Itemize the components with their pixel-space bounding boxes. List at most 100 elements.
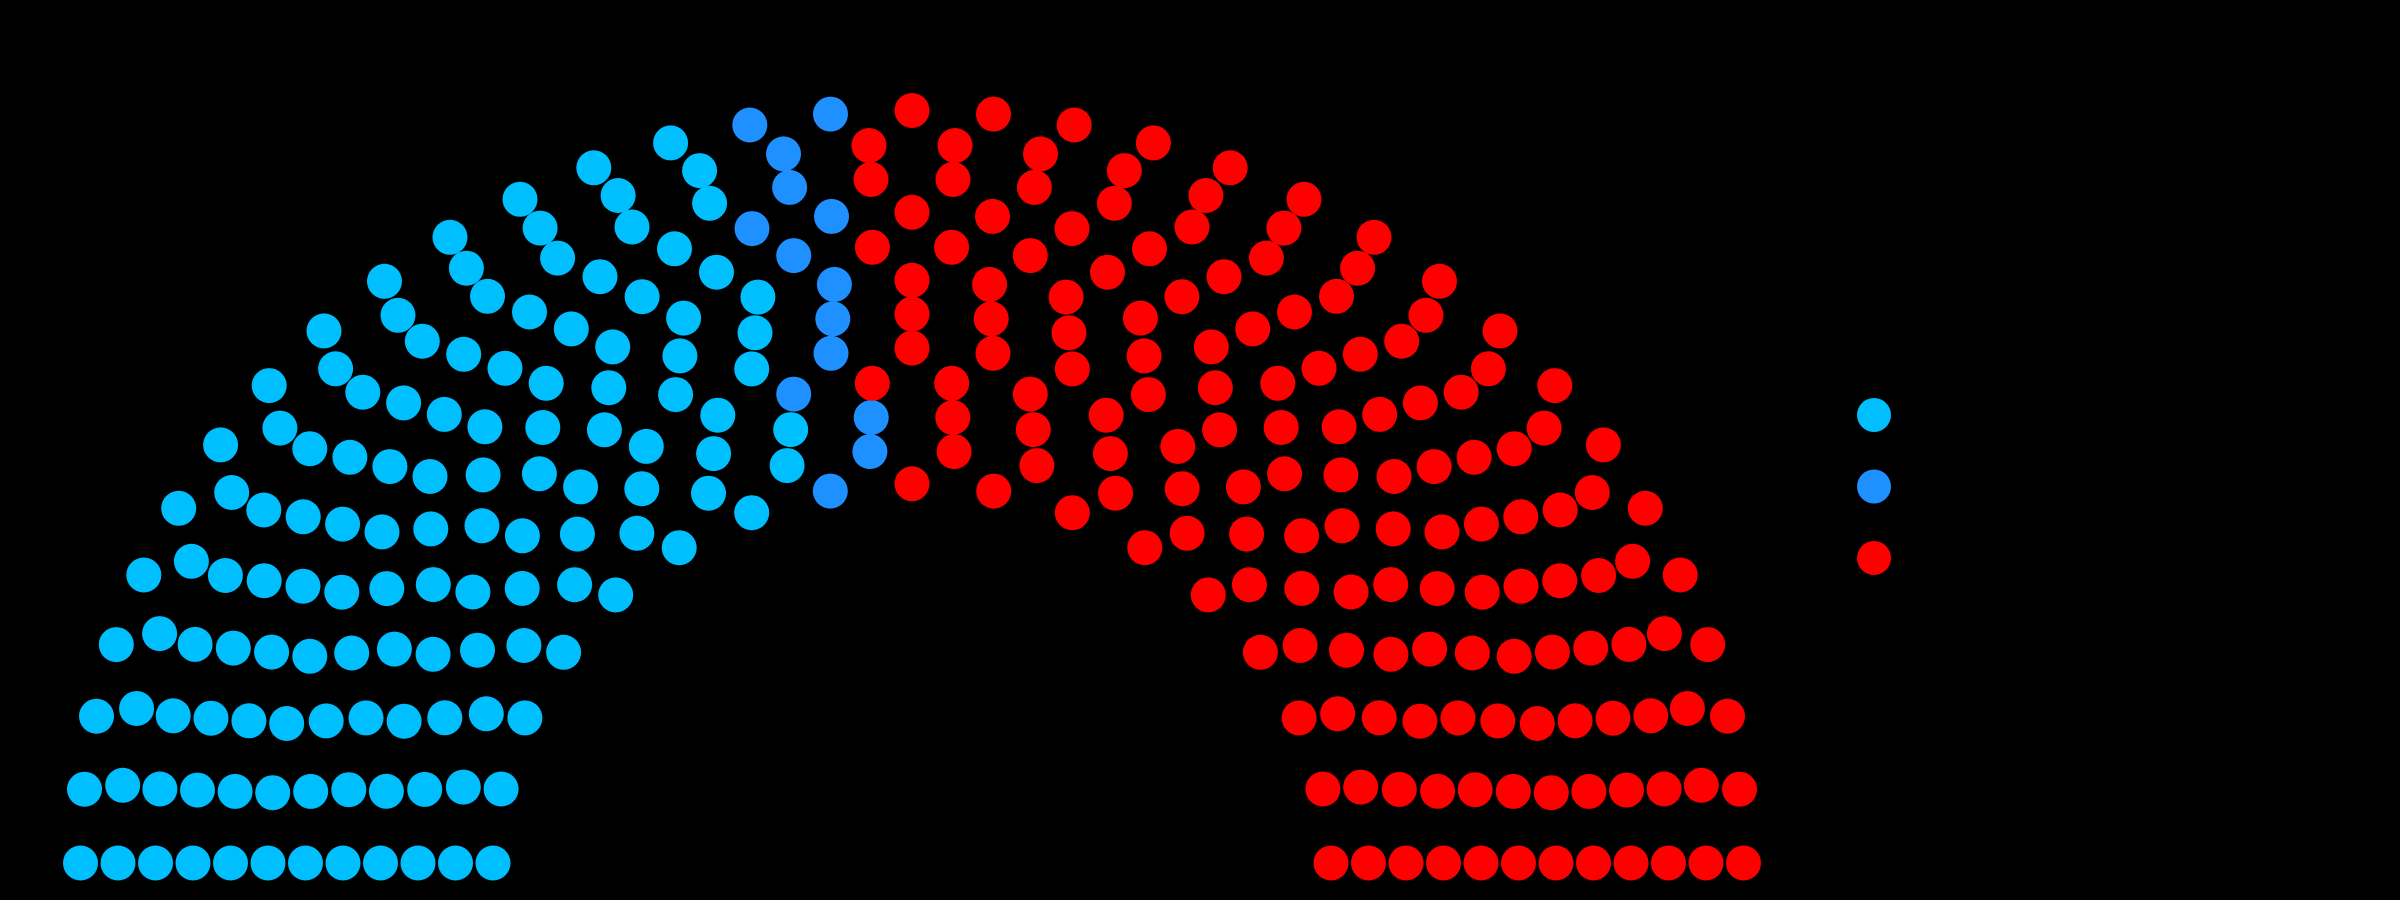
seat-dot-party-light-blue (215, 630, 251, 666)
seat-dot-party-red (851, 128, 887, 163)
seat-dot-party-red (1419, 571, 1455, 607)
seat-dot-party-red (1340, 250, 1376, 286)
seat-dot-party-red (1088, 397, 1124, 433)
seat-dot-party-blue (776, 238, 812, 274)
seat-dot-party-red (1329, 632, 1364, 668)
seat-dot-party-light-blue (455, 574, 491, 610)
seat-dot-party-light-blue (331, 772, 367, 808)
seat-dot-party-light-blue (285, 499, 321, 535)
seat-dot-party-red (1573, 630, 1609, 666)
seat-dot-party-red (1301, 350, 1337, 386)
seat-dot-party-light-blue (412, 459, 448, 494)
seat-dot-party-red (1495, 773, 1531, 809)
seat-dot-party-red (1384, 323, 1420, 359)
seat-dot-party-red (1595, 700, 1631, 736)
seat-dot-party-red (1690, 627, 1726, 663)
seat-dot-party-blue (734, 211, 770, 247)
seat-dot-party-red (1534, 634, 1570, 670)
seat-dot-party-light-blue (628, 428, 664, 464)
seat-dot-party-light-blue (624, 279, 660, 315)
seat-dot-party-light-blue (662, 338, 698, 374)
seat-dot-party-red (975, 198, 1010, 234)
seat-dot-party-red (1722, 771, 1757, 807)
seat-dot-party-light-blue (380, 297, 416, 333)
seat-dot-party-red (934, 229, 970, 265)
seat-dot-party-red (1284, 518, 1320, 554)
seat-dot-party-light-blue (700, 397, 736, 433)
seat-dot-party-red (1343, 769, 1379, 805)
seat-dot-party-light-blue (427, 700, 463, 736)
seat-dot-party-red (1132, 231, 1167, 267)
seat-dot-party-light-blue (142, 771, 178, 807)
seat-dot-party-light-blue (98, 627, 134, 663)
seat-dot-party-light-blue (254, 634, 290, 670)
seat-dot-party-red (1266, 210, 1302, 246)
seat-dot-party-red (1503, 568, 1539, 604)
seat-dot-party-light-blue (661, 530, 697, 566)
seat-dot-party-light-blue (67, 771, 102, 807)
seat-dot-party-red (1463, 506, 1499, 542)
seat-dot-party-light-blue (483, 771, 519, 807)
seat-dot-party-light-blue (306, 313, 342, 349)
seat-dot-party-red (975, 335, 1011, 371)
seat-dot-party-red (1464, 574, 1500, 610)
seat-dot-party-red (1164, 279, 1200, 315)
seat-dot-party-red (1054, 211, 1090, 247)
seat-dot-party-light-blue (653, 125, 689, 161)
seat-dot-party-red (1098, 475, 1133, 511)
seat-dot-party-light-blue (624, 471, 660, 507)
seat-dot-party-red (1206, 259, 1242, 295)
seat-dot-party-light-blue (269, 706, 305, 741)
seat-dot-party-red (894, 330, 930, 366)
seat-dot-party-red (1169, 515, 1205, 551)
seat-dot-party-red (1202, 412, 1238, 448)
seat-dot-party-red (937, 128, 973, 163)
seat-dot-party-red (1193, 329, 1229, 365)
seat-dot-party-red (1225, 469, 1261, 505)
seat-dot-party-red (1190, 577, 1226, 613)
seat-dot-party-light-blue (740, 279, 776, 315)
seat-dot-party-red (1501, 845, 1536, 881)
seat-dot-party-light-blue (528, 365, 564, 401)
seat-dot-party-light-blue (324, 574, 360, 610)
seat-dot-party-red (934, 365, 970, 401)
seat-dot-party-red (1015, 412, 1051, 448)
seat-dot-party-red (936, 434, 972, 470)
seat-dot-party-red (935, 400, 971, 435)
seat-dot-party-light-blue (553, 311, 589, 347)
seat-dot-party-red (1324, 508, 1360, 544)
seat-dot-party-light-blue (591, 370, 627, 406)
seat-dot-party-light-blue (155, 698, 191, 734)
seat-dot-party-light-blue (180, 772, 215, 808)
seat-dot-party-light-blue (193, 700, 229, 736)
seat-dot-party-light-blue (470, 278, 505, 314)
seat-dot-party-red (1260, 365, 1296, 401)
seat-dot-party-light-blue (504, 570, 540, 606)
seat-dot-party-red (1356, 219, 1392, 255)
seat-dot-party-light-blue (203, 427, 239, 463)
seat-dot-party-red (1443, 374, 1479, 410)
seat-dot-party-red (1646, 771, 1682, 807)
seat-dot-party-red (976, 473, 1012, 509)
seat-dot-party-red (1662, 557, 1698, 593)
seat-dot-party-light-blue (614, 209, 650, 245)
seat-dot-party-light-blue (699, 254, 734, 290)
seat-dot-party-red (854, 229, 890, 265)
seat-dot-party-red (1048, 279, 1084, 315)
seat-dot-party-red (1362, 396, 1398, 432)
seat-dot-party-red (1373, 636, 1409, 672)
seat-dot-party-light-blue (432, 219, 468, 255)
seat-dot-party-light-blue (734, 495, 770, 531)
seat-dot-party-light-blue (595, 329, 631, 365)
seat-dot-party-light-blue (100, 845, 136, 881)
seat-dot-party-light-blue (692, 185, 728, 221)
seat-dot-party-light-blue (415, 636, 451, 672)
seat-dot-party-red (1613, 845, 1649, 881)
seat-dot-party-red (1609, 772, 1644, 808)
seat-dot-party-light-blue (325, 506, 361, 542)
seat-dot-party-light-blue (367, 263, 402, 299)
seat-dot-party-light-blue (734, 351, 770, 387)
seat-dot-party-light-blue (368, 773, 404, 809)
seat-dot-party-red (1611, 626, 1647, 662)
seat-dot-party-red (1424, 514, 1460, 550)
